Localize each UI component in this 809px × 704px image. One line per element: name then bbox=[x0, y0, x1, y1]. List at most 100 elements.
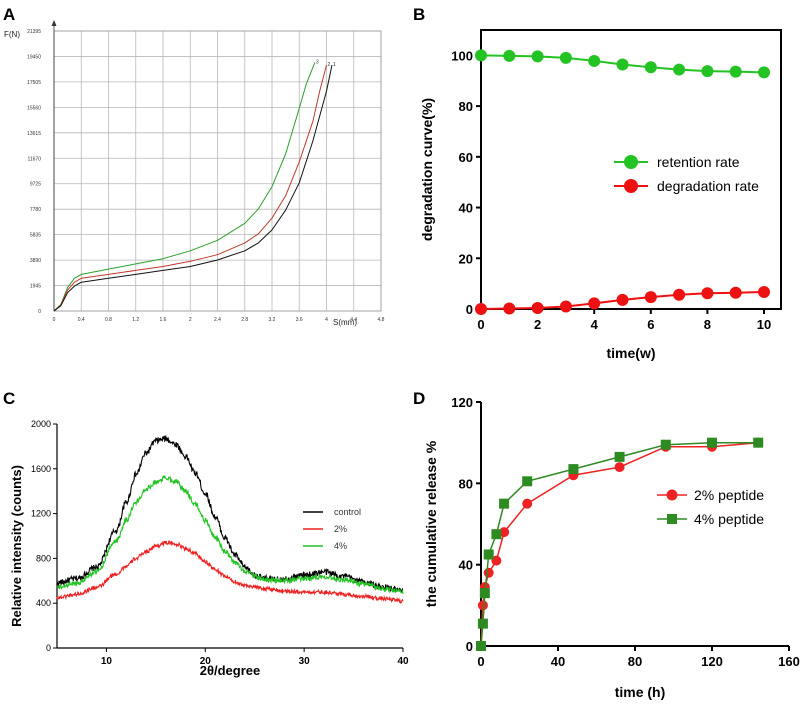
data-point bbox=[588, 54, 601, 67]
y-axis-title: degradation curve(%) bbox=[419, 98, 435, 241]
legend-marker bbox=[666, 489, 678, 501]
data-point bbox=[588, 297, 601, 310]
series-line bbox=[56, 475, 404, 594]
data-point bbox=[477, 600, 488, 611]
y-tick-label: 0 bbox=[46, 643, 51, 653]
y-tick-label: 13615 bbox=[27, 131, 41, 137]
x-tick-label: 2.4 bbox=[214, 317, 221, 323]
panel-label-a: A bbox=[3, 5, 15, 24]
data-point bbox=[531, 50, 544, 63]
x-tick-label: 4.4 bbox=[350, 317, 357, 323]
x-tick-label: 3.6 bbox=[296, 317, 303, 323]
data-point bbox=[491, 555, 502, 566]
y-tick-label: 1200 bbox=[31, 509, 51, 519]
series-line-2 bbox=[53, 64, 327, 312]
x-tick-label: 20 bbox=[200, 656, 212, 667]
legend-label: 4% bbox=[334, 541, 347, 551]
chart-a: 0 0.4 0.8 1.2 1.6 2 2.4 2.8 3.2 3.6 4 4.4 4.8 0 1945 38… bbox=[4, 20, 385, 327]
y-tick-label: 80 bbox=[459, 99, 473, 114]
x-tick-label: 10 bbox=[101, 656, 113, 667]
series-end-label: 1 bbox=[333, 62, 336, 68]
x-tick-label: 2 bbox=[534, 317, 541, 332]
data-point bbox=[568, 464, 579, 475]
y-tick-label: 400 bbox=[36, 598, 51, 608]
x-tick-label: 80 bbox=[628, 654, 642, 669]
x-tick-label: 6 bbox=[647, 317, 654, 332]
data-point bbox=[616, 293, 629, 306]
legend-label: 2% peptide bbox=[694, 487, 764, 503]
legend-marker bbox=[667, 514, 677, 524]
series-line bbox=[480, 441, 759, 647]
data-point bbox=[503, 49, 516, 62]
y-tick-label: 80 bbox=[459, 476, 473, 491]
legend-label: retention rate bbox=[657, 154, 740, 170]
data-point bbox=[701, 287, 714, 300]
data-point bbox=[503, 302, 516, 315]
y-tick-label: 5835 bbox=[30, 233, 41, 239]
data-point bbox=[531, 301, 544, 314]
x-axis-title: time(w) bbox=[607, 345, 656, 361]
data-point bbox=[522, 476, 533, 487]
data-point bbox=[673, 288, 686, 301]
y-axis-title: Relative intensity (counts) bbox=[9, 465, 24, 627]
legend-label: control bbox=[334, 507, 361, 517]
series-line-3 bbox=[53, 62, 316, 312]
data-point bbox=[499, 498, 510, 509]
data-point bbox=[701, 65, 714, 78]
y-tick-label: 800 bbox=[36, 553, 51, 563]
chart-d: 0 40 80 120 160 0 40 80 120 time (h) the cumulativ… bbox=[423, 395, 800, 700]
panel-label-d: D bbox=[413, 389, 425, 408]
data-point bbox=[477, 618, 488, 629]
y-tick-label: 9725 bbox=[30, 182, 41, 188]
chart-c: 10 20 30 4004008001200160020002θ/degreeRela… bbox=[9, 419, 409, 678]
x-tick-label: 160 bbox=[778, 654, 800, 669]
x-tick-label: 2.8 bbox=[241, 317, 248, 323]
y-tick-label: 0 bbox=[38, 309, 41, 315]
y-tick-label: 11670 bbox=[27, 156, 41, 162]
y-tick-label: 0 bbox=[466, 639, 473, 654]
panel-label-b: B bbox=[413, 5, 425, 24]
data-point bbox=[475, 49, 487, 62]
x-tick-label: 8 bbox=[704, 317, 711, 332]
x-tick-label: 0 bbox=[477, 317, 484, 332]
data-point bbox=[644, 291, 657, 304]
x-tick-label: 0 bbox=[53, 317, 56, 323]
series-line bbox=[480, 441, 759, 647]
y-tick-label: 100 bbox=[451, 48, 473, 63]
data-point bbox=[644, 61, 657, 74]
y-tick-label: 40 bbox=[459, 201, 473, 216]
data-point bbox=[483, 567, 494, 578]
data-point bbox=[758, 66, 771, 79]
data-point bbox=[559, 51, 572, 64]
data-point bbox=[479, 588, 490, 599]
data-point bbox=[476, 641, 486, 651]
x-tick-label: 120 bbox=[701, 654, 723, 669]
data-point bbox=[614, 462, 625, 473]
y-tick-label: 17505 bbox=[27, 80, 41, 86]
legend-marker bbox=[624, 155, 638, 169]
y-tick-label: 7780 bbox=[30, 207, 41, 213]
legend-label: degradation rate bbox=[657, 178, 759, 194]
legend-label: 4% peptide bbox=[694, 511, 764, 527]
y-tick-label: 19450 bbox=[27, 54, 41, 60]
x-tick-label: 0.4 bbox=[78, 317, 85, 323]
x-tick-label: 0.8 bbox=[105, 317, 112, 323]
data-point bbox=[660, 439, 671, 450]
y-tick-label: 2000 bbox=[31, 419, 51, 429]
data-point bbox=[491, 529, 502, 540]
y-tick-label: 1600 bbox=[31, 464, 51, 474]
plot-frame bbox=[480, 29, 782, 310]
series-end-label: 3 bbox=[316, 59, 319, 65]
y-tick-label: 40 bbox=[459, 558, 473, 573]
y-axis-title: F(N) bbox=[4, 30, 20, 39]
data-point bbox=[758, 286, 771, 299]
series-line bbox=[56, 435, 404, 594]
series-line-1 bbox=[53, 64, 333, 312]
x-tick-label: 0 bbox=[477, 654, 484, 669]
x-tick-label: 40 bbox=[551, 654, 565, 669]
data-point bbox=[673, 63, 686, 76]
y-axis-title: the cumulative release % bbox=[423, 440, 439, 607]
x-tick-label: 4 bbox=[325, 317, 328, 323]
